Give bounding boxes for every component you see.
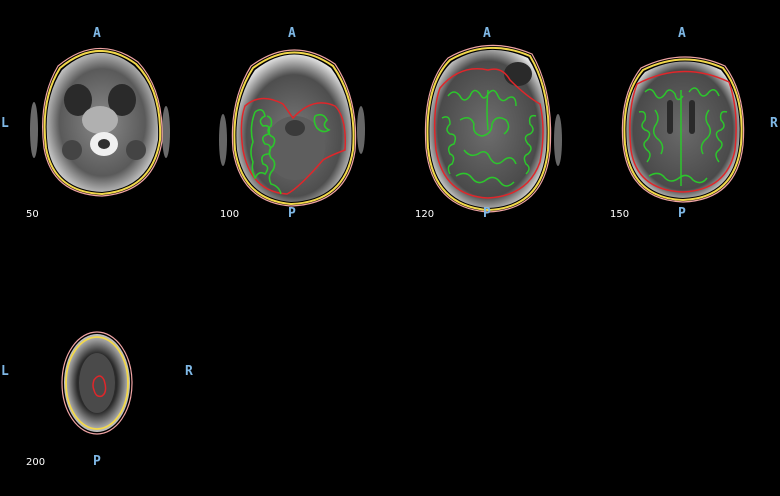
mri-slice-image: [219, 49, 365, 207]
slice-panel-100: A P 100: [195, 0, 390, 248]
orientation-anterior-label: A: [483, 26, 491, 41]
orientation-anterior-label: A: [93, 26, 101, 41]
slice-number-label: 200: [26, 457, 46, 468]
mri-slice-image: [621, 56, 745, 203]
orientation-anterior-label: A: [678, 26, 686, 41]
mri-slice-image: [30, 47, 170, 197]
slice-number-label: 150: [610, 209, 630, 220]
mri-slice-image: [424, 44, 562, 213]
slice-panel-120: A P 120: [390, 0, 585, 248]
orientation-posterior-label: P: [483, 206, 491, 221]
orientation-right-label: R: [770, 116, 778, 131]
orientation-left-label: L: [1, 116, 9, 131]
orientation-posterior-label: P: [93, 454, 101, 469]
mri-slice-image: [61, 331, 133, 435]
orientation-left-label: L: [1, 364, 9, 379]
slice-panel-200: L R P 200: [0, 248, 195, 496]
orientation-right-label: R: [185, 364, 193, 379]
orientation-posterior-label: P: [288, 206, 296, 221]
orientation-anterior-label: A: [288, 26, 296, 41]
slice-panel-150: A P R 150: [585, 0, 780, 248]
slice-panel-50: A L 50: [0, 0, 195, 248]
slice-number-label: 100: [220, 209, 240, 220]
slice-number-label: 120: [415, 209, 435, 220]
slice-number-label: 50: [26, 209, 39, 220]
orientation-posterior-label: P: [678, 206, 686, 221]
